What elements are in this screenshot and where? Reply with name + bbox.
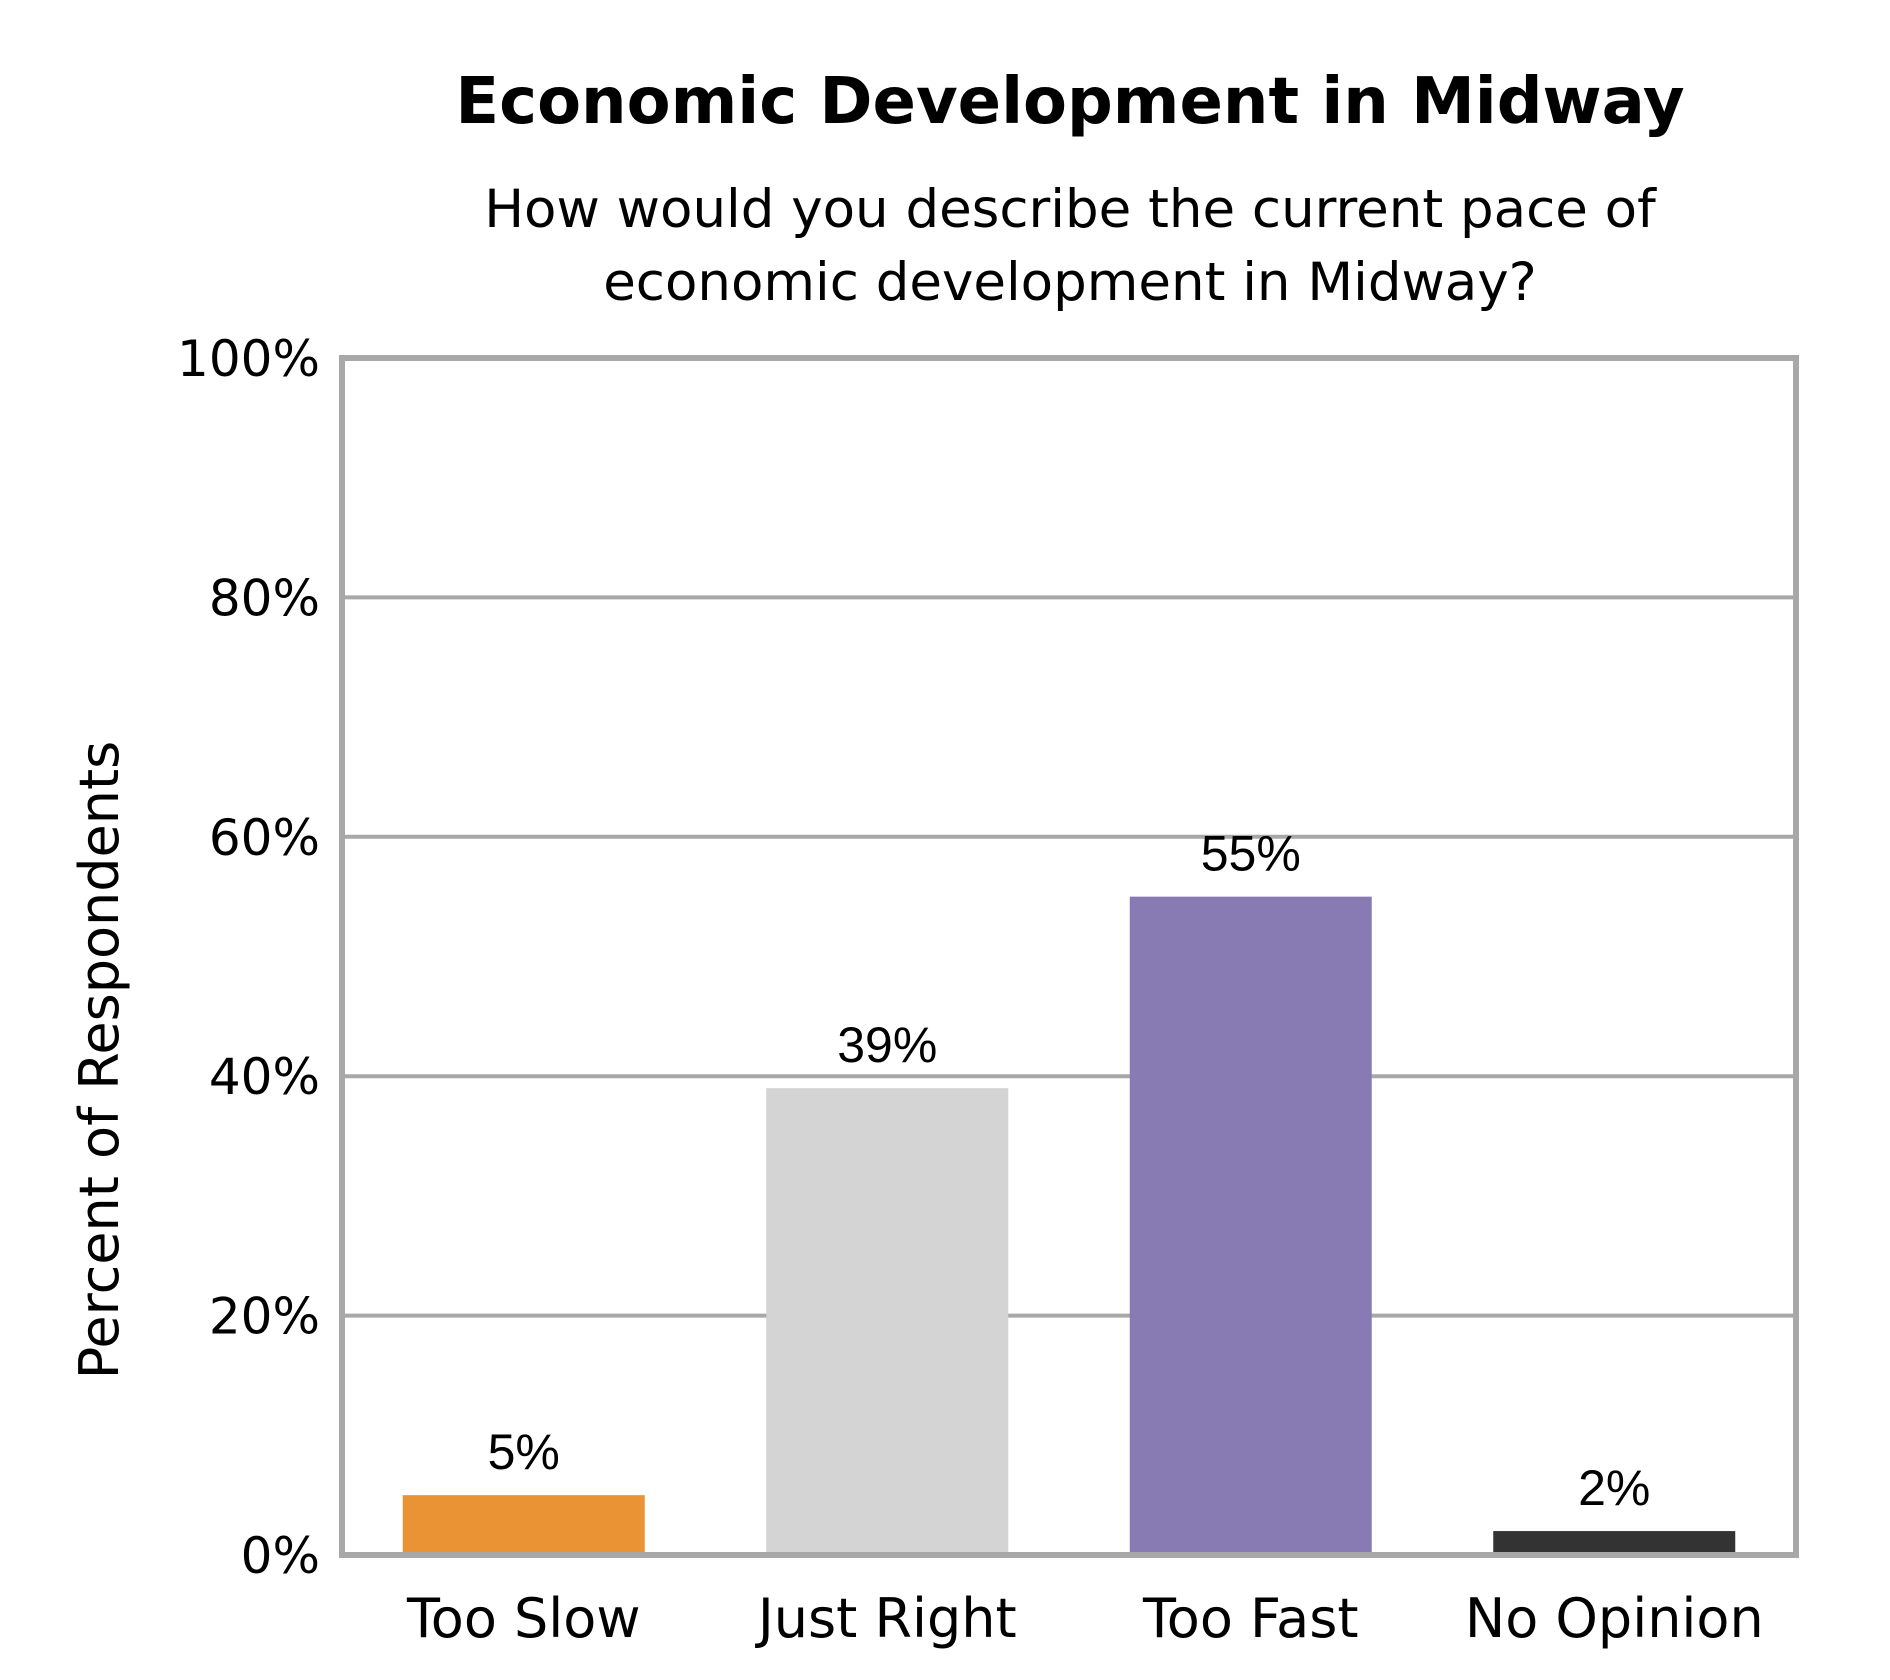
y-tick-label: 60% [209, 809, 320, 867]
bar-value-label: 55% [1201, 826, 1301, 882]
gridlines [342, 595, 1796, 1318]
bar-value-label: 39% [837, 1017, 937, 1073]
x-tick-label: Just Right [755, 1587, 1017, 1650]
x-tick-label: Too Fast [1142, 1587, 1359, 1650]
y-tick-label: 20% [209, 1288, 320, 1346]
bar [402, 1495, 645, 1555]
plot-frame [339, 355, 1799, 1558]
bar [1493, 1531, 1736, 1555]
x-tick-label: No Opinion [1465, 1587, 1764, 1650]
bar [766, 1088, 1009, 1555]
bar-value-label: 5% [488, 1424, 560, 1480]
bars [402, 896, 1736, 1555]
bar [1129, 896, 1372, 1555]
bar-value-label: 2% [1578, 1460, 1650, 1516]
chart-title: Economic Development in Midway [455, 65, 1684, 139]
x-tick-label: Too Slow [406, 1587, 641, 1650]
y-tick-label: 40% [209, 1048, 320, 1106]
chart-subtitle-line-1: How would you describe the current pace … [484, 179, 1657, 240]
y-tick-label: 100% [177, 330, 320, 388]
y-tick-label: 0% [241, 1527, 320, 1585]
y-axis-title: Percent of Respondents [68, 741, 131, 1380]
y-tick-label: 80% [209, 569, 320, 627]
labels: 0% 20% 40% 60% 80% 100% 5% Too Slow 39% Just Righ… [177, 330, 1764, 1650]
chart-subtitle-line-2: economic development in Midway? [603, 252, 1537, 313]
